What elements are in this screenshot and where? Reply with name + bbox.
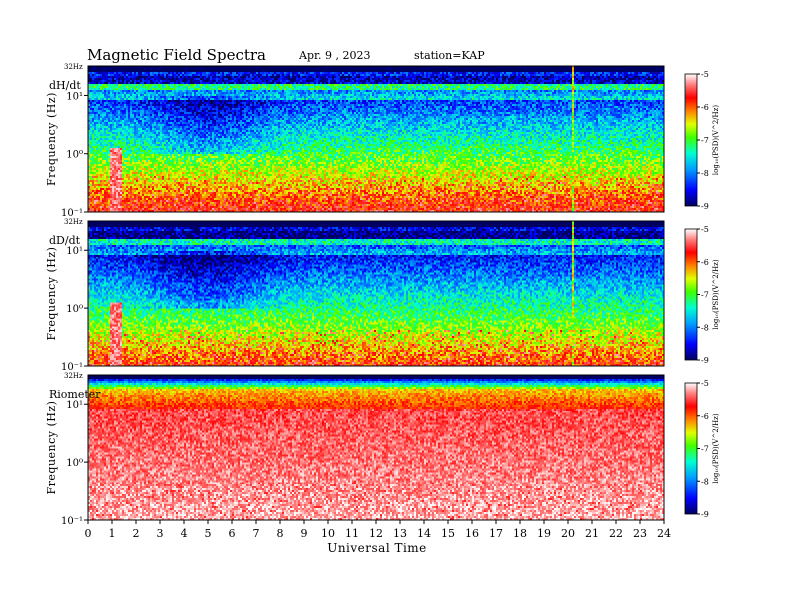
colorbar-label: log₁₀(PSD)(V^2/Hz) [712, 105, 720, 175]
colorbar-tick-label: -7 [701, 445, 709, 454]
x-tick-label: 8 [277, 527, 284, 540]
colorbar-tick-label: -5 [701, 379, 709, 388]
station-label: station=KAP [414, 49, 485, 62]
panel-1: dH/dt 32Hz 10¹ 10⁰ 10⁻¹ Frequency (Hz) -5 -6 -7 -… [45, 63, 720, 219]
colorbar-label: log₁₀(PSD)(V^2/Hz) [712, 413, 720, 483]
y-tick-label: 10¹ [66, 91, 83, 102]
colorbar [684, 73, 698, 207]
x-tick-label: 19 [537, 527, 551, 540]
x-tick-label: 4 [181, 527, 188, 540]
colorbar [684, 382, 698, 515]
x-tick-label: 11 [345, 527, 359, 540]
panel-label: dH/dt [49, 79, 81, 92]
x-tick-label: 20 [561, 527, 575, 540]
colorbar-tick-label: -9 [701, 510, 709, 519]
x-tick-label: 15 [441, 527, 455, 540]
plot-frame [87, 65, 665, 213]
spectrogram-heatmap [88, 375, 664, 520]
colorbar-tick-label: -8 [701, 477, 709, 486]
colorbar-tick-label: -5 [701, 225, 709, 234]
y-axis-label: Frequency (Hz) [45, 401, 58, 495]
colorbar-tick-label: -7 [701, 136, 709, 145]
y-tick-label: 10⁰ [66, 304, 83, 315]
y-tick-label: 10⁻¹ [61, 362, 83, 373]
colorbar-tick-label: -8 [701, 323, 709, 332]
x-tick-label: 0 [85, 527, 92, 540]
date-label: Apr. 9 , 2023 [298, 49, 371, 62]
x-tick-label: 18 [513, 527, 527, 540]
spectrogram-heatmap [88, 66, 664, 212]
y-tick-label: 10¹ [66, 400, 83, 411]
colorbar-tick-label: -8 [701, 169, 709, 178]
colorbar-tick-label: -6 [701, 258, 709, 267]
top-frequency-tick: 32Hz [64, 63, 83, 71]
colorbar-label: log₁₀(PSD)(V^2/Hz) [712, 259, 720, 329]
x-tick-label: 10 [321, 527, 335, 540]
x-tick-label: 5 [205, 527, 212, 540]
colorbar-tick-label: -6 [701, 412, 709, 421]
top-frequency-tick: 32Hz [64, 372, 83, 380]
y-tick-label: 10⁰ [66, 458, 83, 469]
x-axis-label: Universal Time [327, 541, 427, 555]
panel-3: Riometer 32Hz 10¹ 10⁰ 10⁻¹ Frequency (Hz) -5 -6… [45, 372, 720, 527]
x-tick-label: 23 [633, 527, 647, 540]
x-tick-label: 14 [417, 527, 431, 540]
x-tick-label: 16 [465, 527, 479, 540]
x-tick-label: 12 [369, 527, 383, 540]
y-axis-label: Frequency (Hz) [45, 247, 58, 341]
x-tick-label: 17 [489, 527, 503, 540]
x-tick-label: 9 [301, 527, 308, 540]
x-tick-label: 6 [229, 527, 236, 540]
colorbar-tick-label: -7 [701, 291, 709, 300]
x-tick-label: 24 [657, 527, 671, 540]
figure-title: Magnetic Field Spectra [87, 46, 266, 64]
plot-frame [87, 374, 665, 521]
colorbar [684, 228, 698, 361]
colorbar-tick-label: -9 [701, 356, 709, 365]
plot-frame [87, 220, 665, 367]
y-tick-label: 10¹ [66, 246, 83, 257]
panel-2: dD/dt 32Hz 10¹ 10⁰ 10⁻¹ Frequency (Hz) -5 -6 -7 -… [45, 218, 720, 373]
x-axis: 0 1 2 3 4 5 6 7 8 9 10 11 12 13 14 15 16 17 18 19 20 21 22 23 24 [85, 520, 671, 540]
x-tick-label: 1 [109, 527, 116, 540]
x-tick-label: 13 [393, 527, 407, 540]
top-frequency-tick: 32Hz [64, 218, 83, 226]
y-tick-label: 10⁻¹ [61, 516, 83, 527]
colorbar-tick-label: -6 [701, 103, 709, 112]
y-tick-label: 10⁰ [66, 150, 83, 161]
panel-label: dD/dt [49, 234, 81, 247]
panels-group: dH/dt 32Hz 10¹ 10⁰ 10⁻¹ Frequency (Hz) -5 -6 -7 -… [45, 63, 720, 527]
y-axis-label: Frequency (Hz) [45, 92, 58, 186]
x-tick-label: 3 [157, 527, 164, 540]
x-tick-label: 21 [585, 527, 599, 540]
panel-label: Riometer [49, 388, 101, 401]
spectrogram-heatmap [88, 221, 664, 366]
x-tick-label: 7 [253, 527, 260, 540]
colorbar-tick-label: -9 [701, 202, 709, 211]
x-tick-label: 2 [133, 527, 140, 540]
x-tick-label: 22 [609, 527, 623, 540]
y-tick-label: 10⁻¹ [61, 208, 83, 219]
colorbar-tick-label: -5 [701, 70, 709, 79]
